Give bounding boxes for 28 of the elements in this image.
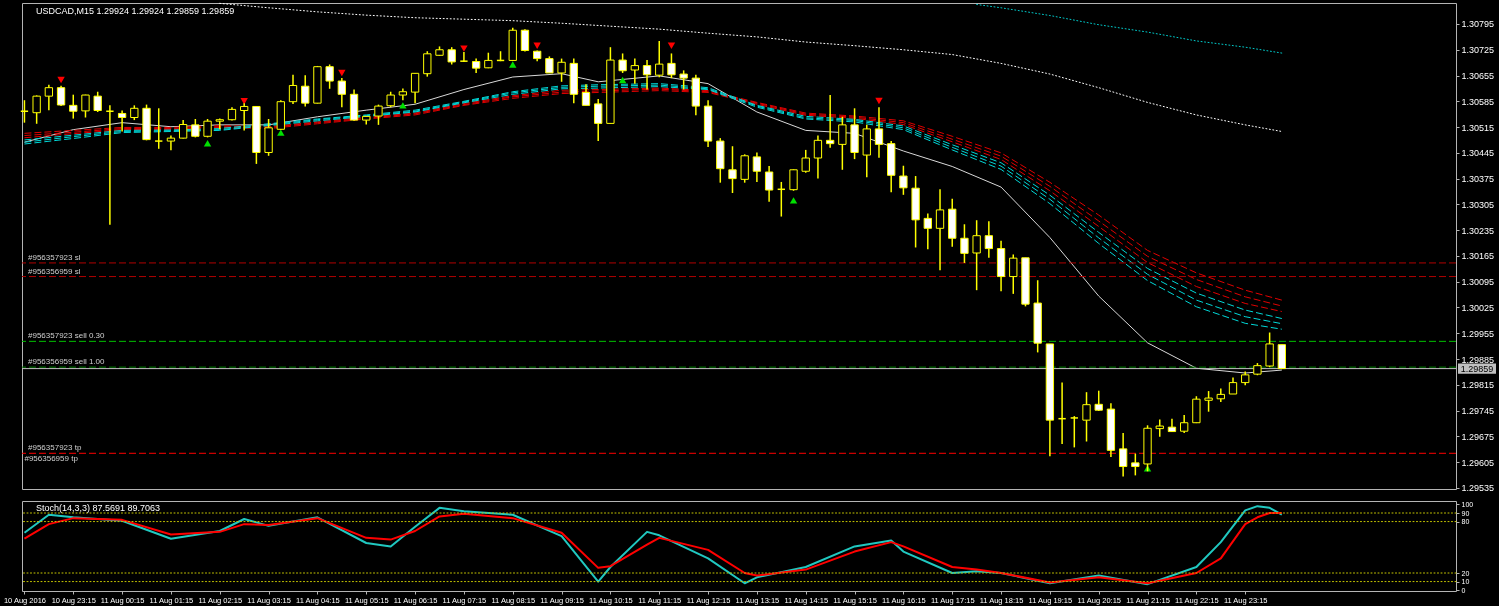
y-tick-label: 1.29535 — [1461, 483, 1495, 494]
ref-line-label: #956356959 sl — [28, 266, 81, 276]
ref-line-label: #956356959 sell 1.00 — [28, 357, 106, 367]
y-tick-label: 1.30305 — [1461, 199, 1495, 210]
y-tick-label: 1.29745 — [1461, 406, 1495, 417]
annotation: #956356959 tp — [24, 454, 79, 464]
y-tick-label: 1.29605 — [1461, 457, 1495, 468]
ref-line-label: #956357923 sell 0.30 — [28, 331, 106, 341]
y-tick-label: 1.29955 — [1461, 328, 1495, 339]
y-tick-label: 1.30165 — [1461, 251, 1495, 262]
ref-line-label: 1.29859 — [1460, 363, 1494, 374]
y-tick-label: 1.30445 — [1461, 148, 1495, 159]
y-tick-label: 1.30515 — [1461, 122, 1495, 133]
y-tick-label: 1.30375 — [1461, 174, 1495, 185]
y-tick-label: 1.30585 — [1461, 96, 1495, 107]
ref-line-label: #956357923 tp — [28, 443, 82, 453]
y-tick-label: 1.29885 — [1461, 354, 1495, 365]
y-tick-label: 1.29815 — [1461, 380, 1495, 391]
y-tick-label: 1.30235 — [1461, 225, 1495, 236]
ref-line-label: #956357923 sl — [28, 252, 81, 262]
y-tick-label: 1.30655 — [1461, 71, 1495, 82]
chart-title: USDCAD,M15 1.29924 1.29924 1.29859 1.29859 — [36, 6, 235, 16]
y-tick-label: 1.30725 — [1461, 45, 1495, 56]
chart-title: Stoch(14,3,3) 87.5691 89.7063 — [36, 503, 161, 513]
y-tick-label: 1.29675 — [1461, 431, 1495, 442]
y-tick-label: 1.30095 — [1461, 277, 1495, 288]
y-tick-label: 1.30025 — [1461, 302, 1495, 313]
y-tick-label: 1.30795 — [1461, 19, 1495, 30]
